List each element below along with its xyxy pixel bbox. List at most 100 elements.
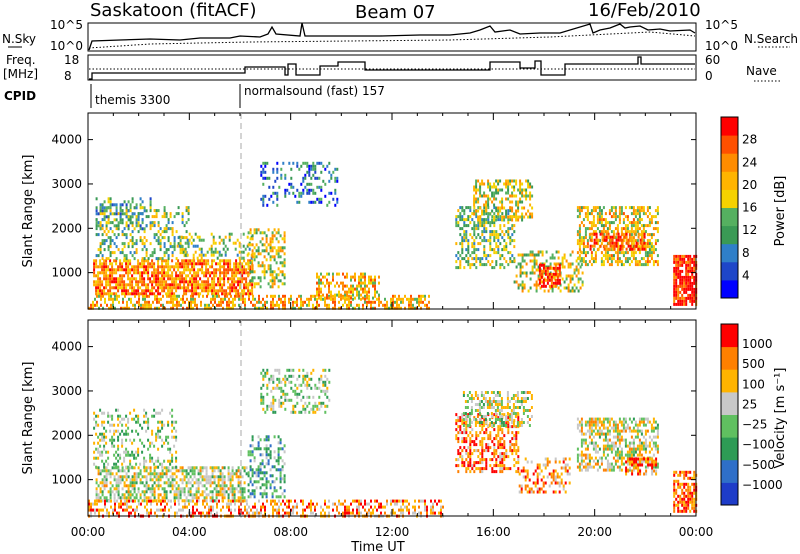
- velocity-cell: [238, 508, 240, 512]
- power-cell: [264, 303, 266, 307]
- power-cell: [590, 251, 593, 255]
- power-cell: [681, 299, 684, 303]
- velocity-cell: [153, 499, 156, 503]
- velocity-cell: [195, 493, 198, 497]
- power-cell: [384, 303, 386, 307]
- power-cell: [505, 179, 508, 183]
- velocity-cell: [201, 475, 204, 479]
- power-cell: [273, 270, 276, 274]
- velocity-cell: [121, 438, 124, 442]
- power-cell: [629, 238, 632, 242]
- power-cell: [284, 176, 287, 180]
- power-cell: [656, 212, 659, 216]
- velocity-cell: [163, 496, 166, 500]
- velocity-cell: [208, 511, 210, 515]
- velocity-cell: [133, 453, 136, 457]
- power-cell: [195, 289, 198, 293]
- velocity-cell: [129, 490, 132, 494]
- power-cell: [191, 277, 194, 281]
- velocity-cell: [121, 469, 124, 473]
- power-cell: [183, 248, 186, 252]
- velocity-cell: [187, 487, 190, 491]
- power-cell: [203, 259, 206, 263]
- power-cell: [131, 215, 134, 219]
- cpid-segment-2: normalsound (fast) 157: [244, 84, 385, 98]
- power-cell: [652, 233, 655, 237]
- power-cell: [374, 284, 376, 288]
- velocity-cell: [130, 511, 132, 515]
- power-cell: [117, 283, 120, 287]
- power-cell: [493, 197, 496, 201]
- power-cell: [539, 274, 542, 278]
- velocity-cell: [127, 465, 130, 469]
- power-cell: [197, 274, 200, 278]
- velocity-cell: [358, 499, 360, 503]
- velocity-cell: [205, 466, 208, 470]
- power-cell: [241, 292, 244, 296]
- power-cell: [515, 203, 518, 207]
- velocity-cell: [225, 490, 228, 494]
- power-cell: [199, 262, 202, 266]
- power-cell: [576, 242, 579, 246]
- power-cell: [681, 293, 684, 297]
- power-cell: [569, 274, 572, 278]
- power-cell: [90, 306, 92, 310]
- power-cell: [163, 265, 166, 269]
- power-cell: [195, 292, 198, 296]
- power-cell: [141, 248, 144, 252]
- power-cell: [493, 248, 496, 252]
- power-cell: [491, 215, 494, 219]
- power-cell: [493, 251, 496, 255]
- power-cell: [157, 274, 160, 278]
- power-cell: [184, 241, 187, 245]
- power-cell: [173, 265, 176, 269]
- power-cell: [257, 282, 260, 286]
- power-cell: [310, 182, 313, 186]
- power-cell: [677, 290, 680, 294]
- power-cell: [479, 242, 482, 246]
- power-cell: [253, 276, 256, 280]
- power-cell: [97, 224, 100, 228]
- velocity-cell: [123, 475, 126, 479]
- power-cell: [511, 227, 514, 231]
- power-cell: [281, 273, 284, 277]
- power-cell: [691, 260, 694, 264]
- power-cell: [137, 265, 140, 269]
- power-cell: [97, 248, 100, 252]
- power-cell: [249, 283, 252, 287]
- power-cell: [310, 294, 312, 298]
- velocity-cell: [205, 487, 208, 491]
- velocity-cell: [101, 453, 104, 457]
- velocity-cell: [109, 493, 112, 497]
- power-cell: [338, 290, 340, 294]
- power-cell: [554, 281, 557, 285]
- velocity-cell: [155, 472, 158, 476]
- power-cell: [242, 256, 245, 260]
- power-cell: [683, 296, 686, 300]
- velocity-cell: [249, 450, 252, 454]
- power-cell: [586, 245, 589, 249]
- velocity-cell: [264, 505, 266, 509]
- power-cell: [142, 297, 144, 301]
- power-cell: [221, 292, 224, 296]
- velocity-cell: [352, 508, 354, 512]
- power-cell: [161, 283, 164, 287]
- power-cell: [165, 262, 168, 266]
- power-cell: [217, 262, 220, 266]
- power-cell: [621, 244, 624, 248]
- velocity-cell: [175, 475, 178, 479]
- power-cell: [527, 215, 530, 219]
- power-cell: [219, 280, 222, 284]
- power-cell: [364, 281, 366, 285]
- power-cell: [360, 281, 362, 285]
- power-cell: [499, 206, 502, 210]
- power-cell: [467, 248, 470, 252]
- power-cell: [352, 293, 354, 297]
- power-cell: [312, 294, 314, 298]
- velocity-cell: [95, 490, 98, 494]
- power-cell: [139, 277, 142, 281]
- power-cell: [179, 251, 182, 255]
- power-cell: [523, 188, 526, 192]
- velocity-cell: [257, 444, 260, 448]
- power-cell: [598, 218, 601, 222]
